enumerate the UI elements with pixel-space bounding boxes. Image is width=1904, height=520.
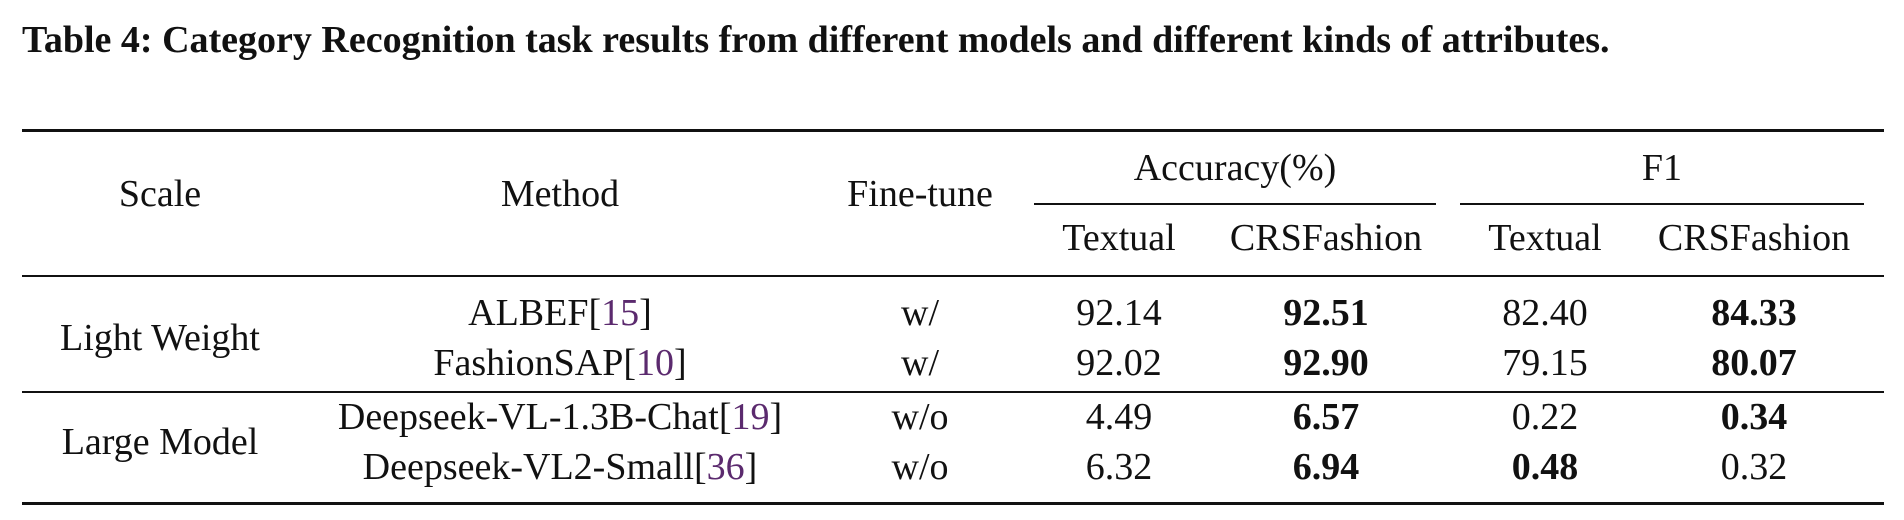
- table-row-acc-crs: 92.51: [1283, 292, 1369, 334]
- table-row-f1-crs: 80.07: [1711, 342, 1797, 384]
- header-crsfashion-accuracy: CRSFashion: [1229, 217, 1423, 259]
- table-row-acc-textual: 4.49: [1085, 396, 1153, 438]
- table-row-f1-crs: 84.33: [1711, 292, 1797, 334]
- table-row-finetune: w/: [901, 342, 939, 384]
- table-caption: Table 4: Category Recognition task resul…: [22, 19, 1610, 61]
- group-rule: [22, 391, 1884, 393]
- table-row-acc-textual: 92.14: [1076, 292, 1162, 334]
- table-row-acc-textual: 92.02: [1076, 342, 1162, 384]
- table-row-acc-crs: 6.94: [1292, 446, 1360, 488]
- table-row-method: Deepseek-VL-1.3B-Chat[19]: [337, 396, 783, 438]
- table-row-f1-crs: 0.32: [1720, 446, 1788, 488]
- header-textual-accuracy: Textual: [1062, 217, 1176, 259]
- table-row-f1-crs: 0.34: [1720, 396, 1788, 438]
- table-row-method: Deepseek-VL2-Small[36]: [362, 446, 758, 488]
- top-rule: [22, 129, 1884, 132]
- header-f1: F1: [1641, 147, 1683, 189]
- header-textual-f1: Textual: [1488, 217, 1602, 259]
- group-light-weight: Light Weight: [60, 317, 260, 359]
- table-row-method: ALBEF[15]: [468, 292, 652, 334]
- f1-underline: [1460, 203, 1864, 205]
- header-finetune: Fine-tune: [847, 173, 993, 215]
- table-row-method: FashionSAP[10]: [433, 342, 687, 384]
- table-row-acc-crs: 6.57: [1292, 396, 1360, 438]
- table-row-acc-crs: 92.90: [1283, 342, 1369, 384]
- table-row-finetune: w/: [901, 292, 939, 334]
- table-row-finetune: w/o: [891, 396, 949, 438]
- table-row-finetune: w/o: [891, 446, 949, 488]
- table-row-f1-textual: 79.15: [1502, 342, 1588, 384]
- header-accuracy: Accuracy(%): [1133, 147, 1337, 189]
- header-scale: Scale: [118, 173, 202, 215]
- table-row-f1-textual: 82.40: [1502, 292, 1588, 334]
- header-method: Method: [500, 173, 620, 215]
- table-row-f1-textual: 0.48: [1511, 446, 1579, 488]
- bottom-rule: [22, 502, 1884, 505]
- table-row-f1-textual: 0.22: [1511, 396, 1579, 438]
- group-large-model: Large Model: [61, 421, 259, 463]
- header-crsfashion-f1: CRSFashion: [1657, 217, 1851, 259]
- header-rule: [22, 275, 1884, 277]
- table-row-acc-textual: 6.32: [1085, 446, 1153, 488]
- accuracy-underline: [1034, 203, 1436, 205]
